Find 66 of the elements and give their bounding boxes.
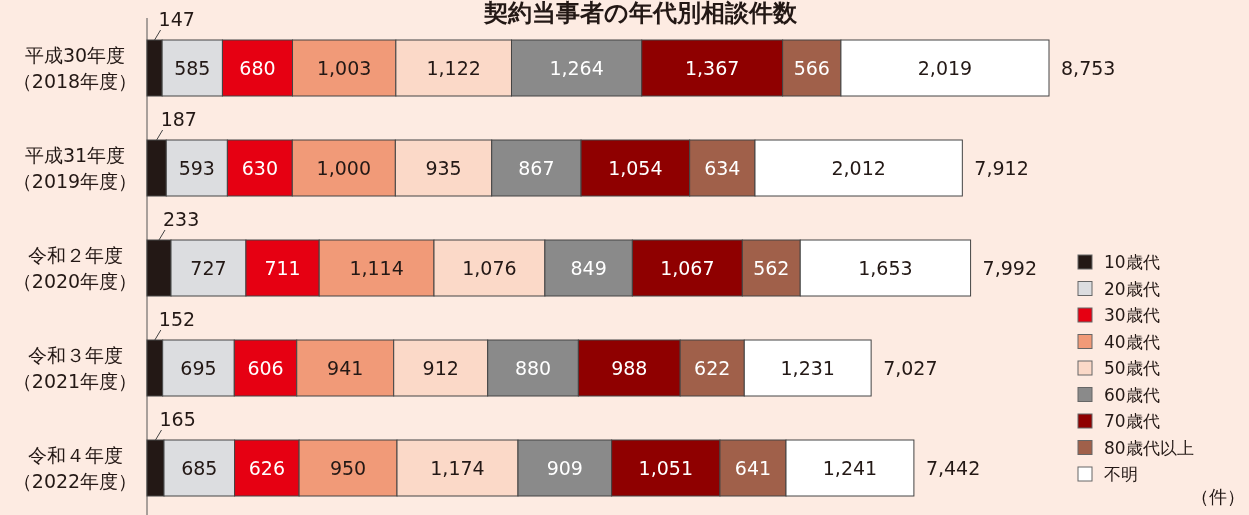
legend-label: 50歳代 [1104, 358, 1160, 378]
y-tick-label: 令和３年度（2021年度） [12, 344, 138, 392]
legend-label: 30歳代 [1104, 305, 1160, 325]
text: （件） [1191, 485, 1245, 507]
data-label: 626 [248, 457, 285, 479]
data-label: 622 [694, 357, 731, 379]
data-label: 165 [159, 408, 196, 430]
data-label: 606 [247, 357, 284, 379]
data-label: 988 [611, 357, 648, 379]
total-label: 8,753 [1061, 57, 1116, 79]
legend-label: 60歳代 [1104, 384, 1160, 405]
data-label: 1,264 [549, 57, 604, 79]
data-label: 641 [734, 457, 772, 479]
data-label: 566 [793, 57, 830, 79]
data-label: 147 [158, 8, 195, 30]
data-label: 562 [753, 257, 790, 279]
data-label: 950 [329, 457, 367, 479]
data-label: 941 [327, 357, 364, 379]
total-label: 7,442 [925, 457, 981, 479]
total-label: 7,027 [883, 357, 938, 379]
legend-label: 不明 [1104, 464, 1138, 484]
data-label: 935 [425, 157, 462, 179]
legend-label: 70歳代 [1104, 411, 1160, 431]
data-label: 1,241 [822, 457, 878, 479]
data-label: 1,076 [462, 257, 517, 279]
chart-title: 契約当事者の年代別相談件数 [482, 0, 798, 27]
data-label: 187 [160, 108, 197, 130]
data-label: 1,054 [608, 157, 663, 179]
data-label: 867 [518, 157, 555, 179]
total-label: 7,992 [982, 257, 1037, 279]
data-label: 1,231 [780, 357, 835, 379]
legend-label: 80歳代以上 [1104, 437, 1194, 458]
data-label: 1,000 [316, 157, 372, 179]
y-tick-label: 令和２年度（2020年度） [12, 244, 138, 292]
legend-label: 20歳代 [1104, 278, 1160, 299]
data-label: 634 [704, 157, 741, 179]
data-label: 711 [264, 257, 301, 279]
y-tick-label: 令和４年度（2022年度） [12, 444, 138, 492]
data-label: 2,012 [831, 157, 886, 179]
data-label: 909 [546, 457, 583, 479]
data-label: 585 [174, 57, 211, 79]
data-label: 1,174 [430, 457, 485, 479]
data-label: 152 [158, 308, 196, 330]
total-label: 7,912 [974, 157, 1029, 179]
data-label: 2,019 [917, 57, 973, 79]
data-label: 1,122 [426, 57, 481, 79]
data-label: 233 [163, 208, 200, 230]
data-label: 695 [180, 357, 217, 379]
data-label: 849 [570, 257, 607, 279]
data-label: 880 [514, 357, 552, 379]
data-label: 685 [181, 457, 218, 479]
data-label: 1,114 [349, 257, 404, 279]
data-label: 1,653 [858, 257, 913, 279]
data-label: 1,067 [660, 257, 715, 279]
y-tick-label: 平成31年度（2019年度） [12, 144, 138, 192]
data-label: 1,003 [316, 57, 372, 79]
data-label: 680 [239, 57, 276, 79]
data-label: 630 [241, 157, 278, 179]
legend-label: 10歳代 [1104, 252, 1160, 272]
data-label: 593 [178, 157, 215, 179]
data-label: 1,051 [638, 457, 694, 479]
legend-label: 40歳代 [1104, 331, 1160, 352]
data-label: 727 [190, 257, 227, 279]
data-label: 912 [422, 357, 459, 379]
data-label: 1,367 [684, 57, 740, 79]
y-tick-label: 平成30年度（2018年度） [12, 44, 138, 92]
